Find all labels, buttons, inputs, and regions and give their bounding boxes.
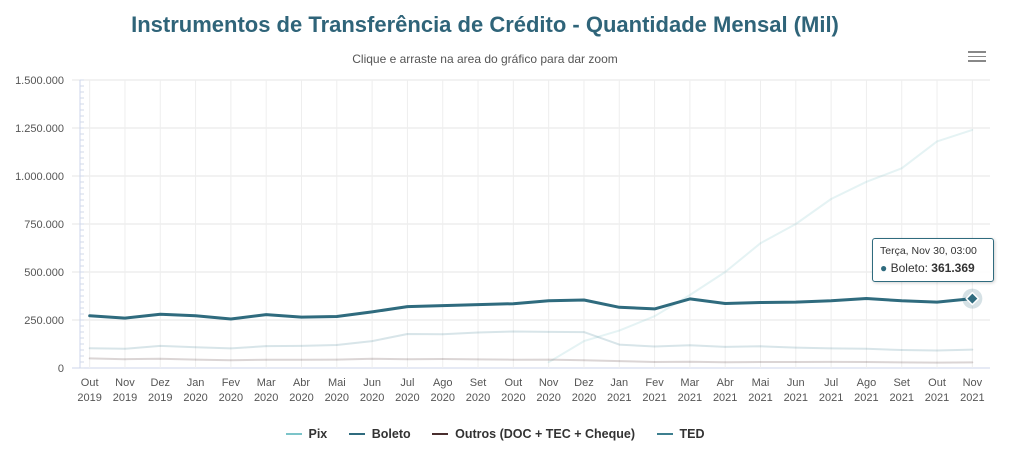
- x-tick-label: Out: [504, 377, 522, 389]
- x-tick-label: Nov: [963, 377, 983, 389]
- x-tick-year-label: 2020: [466, 392, 490, 404]
- y-tick-label: 250.000: [24, 315, 64, 327]
- x-tick-year-label: 2021: [925, 392, 949, 404]
- tooltip-dot-icon: ●: [880, 261, 888, 275]
- legend-label-boleto: Boleto: [371, 427, 411, 441]
- legend-swatch-outros: [432, 433, 449, 435]
- y-tick-label: 1.500.000: [15, 75, 64, 87]
- x-tick-label: Dez: [150, 377, 170, 389]
- legend-item-outros[interactable]: Outros (DOC + TEC + Cheque): [432, 427, 635, 441]
- x-tick-label: Fev: [222, 377, 241, 389]
- hamburger-menu-icon[interactable]: [968, 48, 986, 64]
- legend-label-pix: Pix: [308, 427, 328, 441]
- x-tick-year-label: 2020: [395, 392, 419, 404]
- x-tick-label: Jul: [824, 377, 838, 389]
- tooltip-series: Boleto: [890, 261, 925, 275]
- tooltip-value-line: ● Boleto: 361.369: [880, 261, 975, 275]
- x-tick-year-label: 2020: [360, 392, 384, 404]
- x-tick-year-label: 2021: [678, 392, 702, 404]
- chart-subtitle: Clique e arraste na area do gráfico para…: [352, 52, 618, 66]
- x-tick-label: Mai: [752, 377, 770, 389]
- x-tick-label: Mar: [680, 377, 699, 389]
- x-tick-label: Jan: [610, 377, 628, 389]
- legend-item-ted[interactable]: TED: [656, 427, 705, 441]
- x-tick-year-label: 2021: [889, 392, 913, 404]
- x-tick-year-label: 2021: [854, 392, 878, 404]
- x-tick-year-label: 2020: [501, 392, 525, 404]
- x-tick-year-label: 2021: [784, 392, 808, 404]
- tooltip-value: 361.369: [931, 261, 975, 275]
- series-line-pix: [547, 128, 974, 364]
- x-tick-label: Abr: [293, 377, 310, 389]
- x-tick-year-label: 2020: [254, 392, 278, 404]
- legend-item-pix[interactable]: Pix: [285, 427, 328, 441]
- tooltip-date: Terça, Nov 30, 03:00: [880, 245, 977, 257]
- x-tick-label: Dez: [574, 377, 594, 389]
- x-tick-year-label: 2021: [607, 392, 631, 404]
- x-tick-year-label: 2019: [77, 392, 101, 404]
- x-tick-label: Abr: [717, 377, 734, 389]
- y-tick-label: 750.000: [24, 219, 64, 231]
- x-tick-label: Out: [928, 377, 946, 389]
- x-tick-year-label: 2020: [289, 392, 313, 404]
- legend-swatch-pix: [285, 433, 302, 435]
- x-tick-year-label: 2021: [819, 392, 843, 404]
- x-tick-label: Ago: [433, 377, 453, 389]
- x-tick-year-label: 2021: [960, 392, 984, 404]
- y-tick-label: 500.000: [24, 267, 64, 279]
- x-tick-label: Jan: [187, 377, 205, 389]
- x-tick-label: Jul: [400, 377, 414, 389]
- series-line-ted: [88, 330, 974, 352]
- x-tick-year-label: 2019: [148, 392, 172, 404]
- x-tick-label: Mar: [257, 377, 276, 389]
- x-tick-year-label: 2021: [748, 392, 772, 404]
- x-tick-label: Mai: [328, 377, 346, 389]
- y-tick-label: 1.250.000: [15, 123, 64, 135]
- x-tick-year-label: 2021: [713, 392, 737, 404]
- y-tick-label: 0: [58, 363, 64, 375]
- legend-swatch-ted: [656, 433, 673, 435]
- legend: Pix Boleto Outros (DOC + TEC + Cheque) T…: [0, 424, 990, 441]
- x-tick-label: Ago: [857, 377, 877, 389]
- x-tick-year-label: 2020: [325, 392, 349, 404]
- x-tick-year-label: 2021: [642, 392, 666, 404]
- legend-label-outros: Outros (DOC + TEC + Cheque): [455, 427, 636, 441]
- x-tick-label: Set: [893, 377, 910, 389]
- x-tick-label: Jun: [363, 377, 381, 389]
- x-tick-label: Out: [81, 377, 99, 389]
- x-tick-year-label: 2020: [183, 392, 207, 404]
- legend-label-ted: TED: [679, 427, 705, 441]
- x-tick-label: Jun: [787, 377, 805, 389]
- x-tick-year-label: 2019: [113, 392, 137, 404]
- x-tick-label: Nov: [539, 377, 559, 389]
- legend-item-boleto[interactable]: Boleto: [348, 427, 411, 441]
- x-tick-year-label: 2020: [430, 392, 454, 404]
- chart-title: Instrumentos de Transferência de Crédito…: [131, 12, 839, 37]
- x-tick-year-label: 2020: [536, 392, 560, 404]
- x-tick-label: Fev: [645, 377, 664, 389]
- hover-point-marker: [965, 291, 980, 306]
- line-chart[interactable]: 0 250.000 500.000 750.000 1.000.000 1.250.000…: [0, 0, 1024, 420]
- x-tick-year-label: 2020: [572, 392, 596, 404]
- legend-swatch-boleto: [348, 433, 365, 435]
- x-tick-label: Set: [470, 377, 487, 389]
- tooltip: Terça, Nov 30, 03:00 ● Boleto: 361.369: [872, 238, 994, 282]
- series-line-boleto: [88, 297, 974, 321]
- series-line-outros-doc-tec-cheque: [88, 357, 974, 364]
- x-tick-label: Nov: [115, 377, 135, 389]
- x-tick-year-label: 2020: [219, 392, 243, 404]
- y-tick-label: 1.000.000: [15, 171, 64, 183]
